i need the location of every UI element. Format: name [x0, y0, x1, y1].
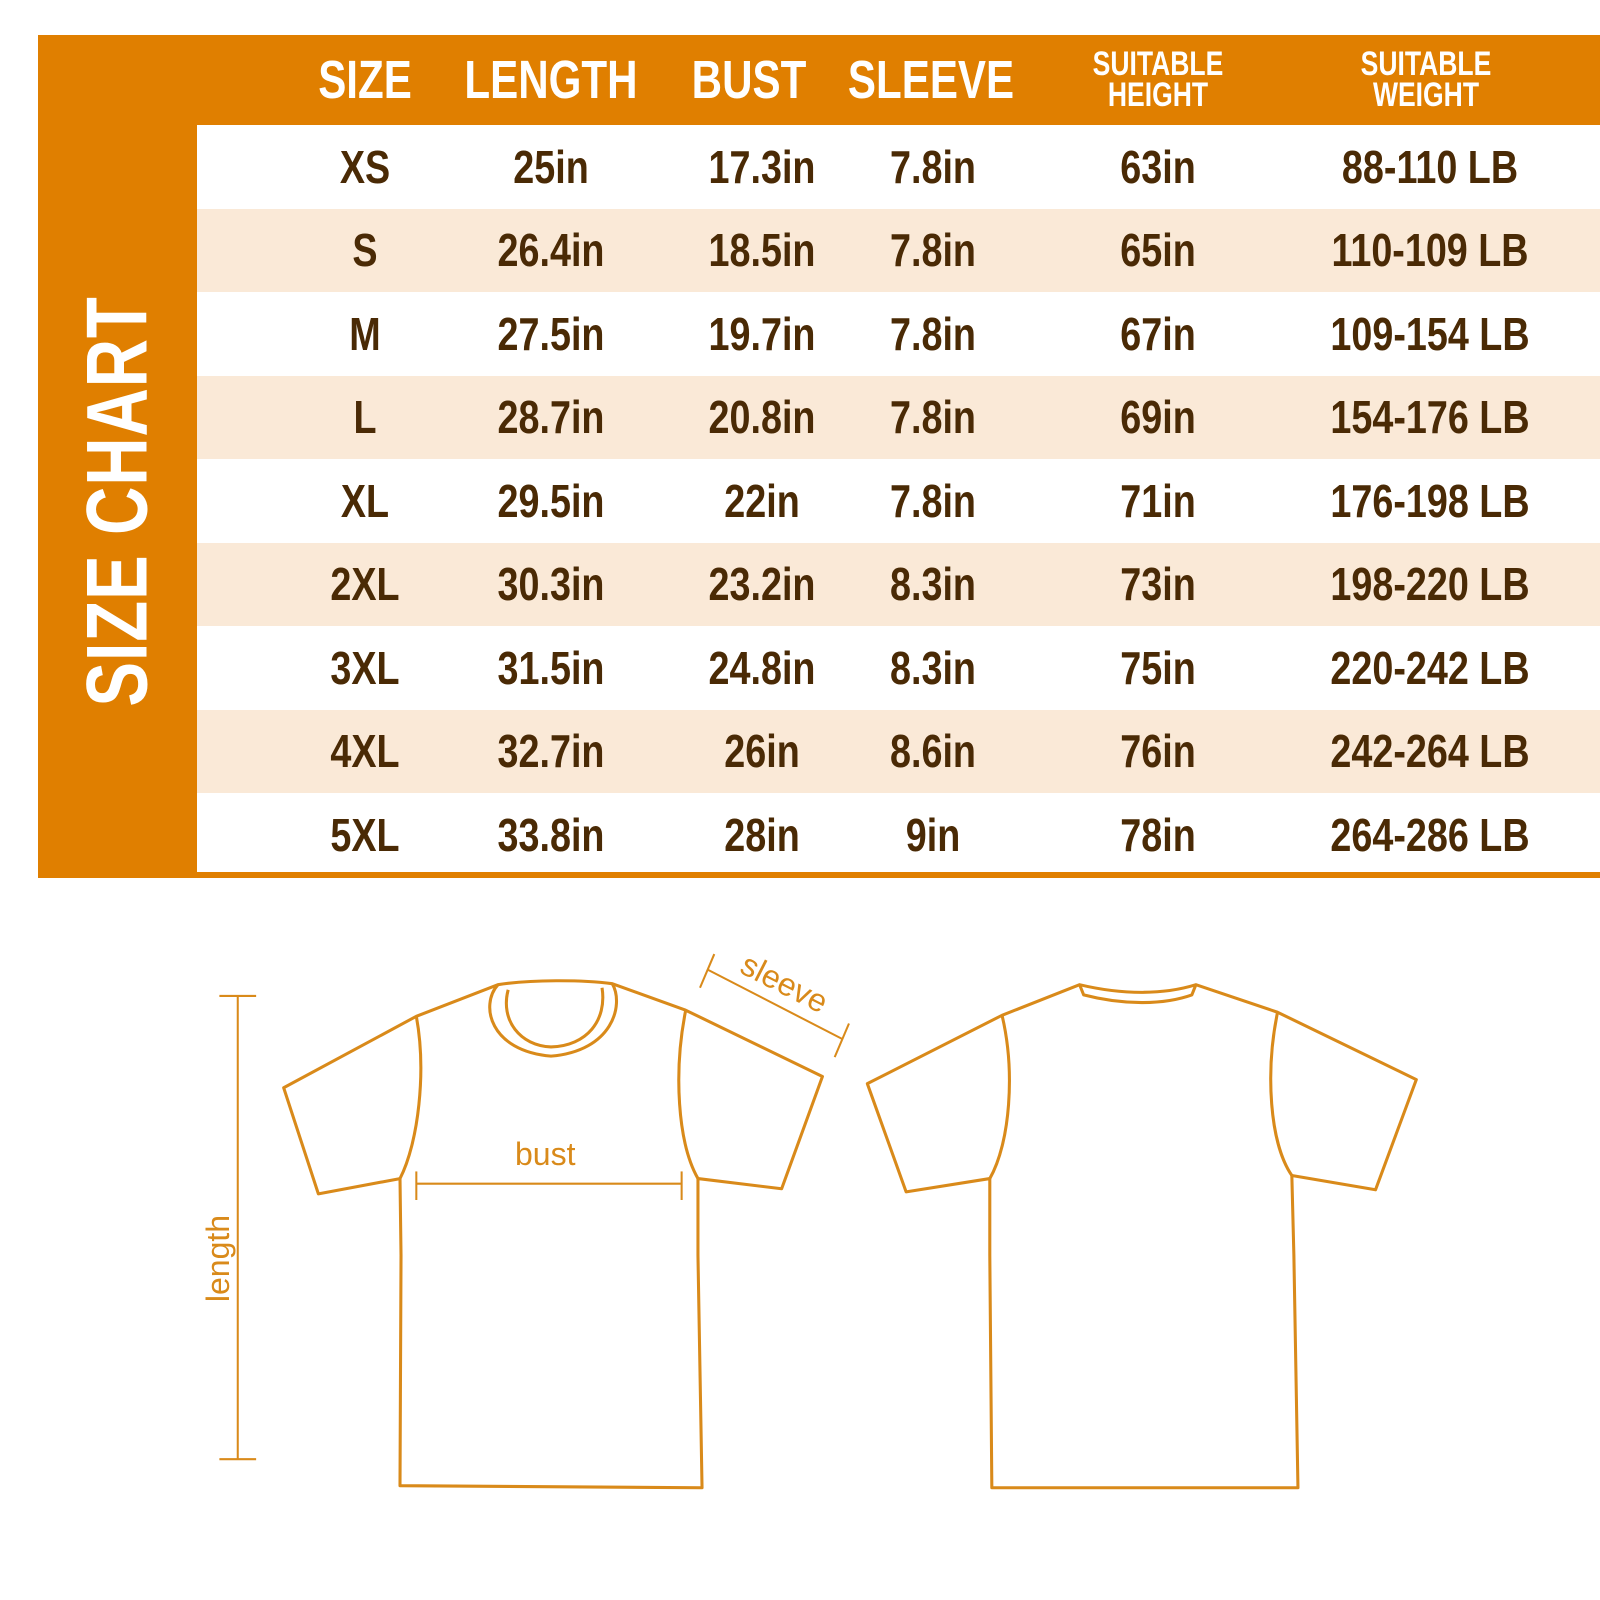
- cell-sleeve: 7.8in: [890, 140, 976, 193]
- bust-label: bust: [515, 1136, 576, 1172]
- cell-length: 28.7in: [497, 391, 605, 444]
- cell-size: S: [352, 224, 378, 277]
- cell-height: 76in: [1120, 725, 1196, 778]
- cell-bust: 20.8in: [708, 391, 816, 444]
- col-sleeve: SLEEVE: [847, 50, 1015, 110]
- cell-length: 25in: [513, 140, 589, 193]
- cell-length: 33.8in: [497, 808, 605, 861]
- cell-size: M: [349, 307, 381, 360]
- table-row: L 28.7in 20.8in 7.8in 69in 154-176 LB: [197, 375, 1600, 459]
- table-row: M 27.5in 19.7in 7.8in 67in 109-154 LB: [197, 292, 1600, 376]
- cell-weight: 88-110 LB: [1341, 140, 1519, 193]
- cell-weight: 264-286 LB: [1330, 808, 1530, 861]
- cell-weight: 198-220 LB: [1330, 558, 1530, 611]
- cell-sleeve: 7.8in: [890, 224, 976, 277]
- cell-height: 75in: [1120, 641, 1196, 694]
- cell-weight: 176-198 LB: [1330, 474, 1530, 527]
- table-row: 4XL 32.7in 26in 8.6in 76in 242-264 LB: [197, 709, 1600, 793]
- cell-weight: 220-242 LB: [1330, 641, 1530, 694]
- cell-sleeve: 7.8in: [890, 474, 976, 527]
- table-bottom-border: [197, 872, 1600, 878]
- cell-length: 29.5in: [497, 474, 605, 527]
- col-suitable-weight: SUITABLE WEIGHT: [1360, 45, 1492, 114]
- cell-sleeve: 8.3in: [890, 558, 976, 611]
- cell-size: L: [353, 391, 377, 444]
- table-row: 2XL 30.3in 23.2in 8.3in 73in 198-220 LB: [197, 542, 1600, 626]
- cell-size: 2XL: [330, 558, 400, 611]
- cell-height: 63in: [1120, 140, 1196, 193]
- cell-height: 67in: [1120, 307, 1196, 360]
- cell-sleeve: 7.8in: [890, 391, 976, 444]
- table-header: SIZE LENGTH BUST SLEEVE SUITABLE HEIGHT …: [197, 35, 1600, 125]
- cell-length: 32.7in: [497, 725, 605, 778]
- cell-height: 78in: [1120, 808, 1196, 861]
- cell-sleeve: 8.6in: [890, 725, 976, 778]
- col-bust: BUST: [691, 50, 807, 110]
- measure-lines: [219, 953, 850, 1461]
- length-label: length: [200, 1214, 237, 1303]
- cell-height: 71in: [1120, 474, 1196, 527]
- cell-size: 5XL: [330, 808, 400, 861]
- cell-size: XS: [339, 140, 391, 193]
- cell-size: 3XL: [330, 641, 400, 694]
- cell-weight: 242-264 LB: [1330, 725, 1530, 778]
- cell-length: 26.4in: [497, 224, 605, 277]
- table-body: XS 25in 17.3in 7.8in 63in 88-110 LB S 26.4in 18.…: [197, 125, 1600, 877]
- table-row: 5XL 33.8in 28in 9in 78in 264-286 LB: [197, 793, 1600, 877]
- tshirt-front-icon: [282, 979, 824, 1490]
- cell-length: 31.5in: [497, 641, 605, 694]
- cell-bust: 26in: [724, 725, 800, 778]
- cell-bust: 19.7in: [708, 307, 816, 360]
- col-size: SIZE: [318, 50, 412, 110]
- cell-bust: 24.8in: [708, 641, 816, 694]
- table-row: S 26.4in 18.5in 7.8in 65in 110-109 LB: [197, 208, 1600, 292]
- cell-bust: 23.2in: [708, 558, 816, 611]
- table-row: XS 25in 17.3in 7.8in 63in 88-110 LB: [197, 125, 1600, 209]
- cell-bust: 28in: [724, 808, 800, 861]
- cell-sleeve: 9in: [905, 808, 961, 861]
- cell-height: 65in: [1120, 224, 1196, 277]
- cell-length: 30.3in: [497, 558, 605, 611]
- tshirt-back-icon: [865, 983, 1418, 1490]
- cell-bust: 17.3in: [708, 140, 816, 193]
- cell-sleeve: 8.3in: [890, 641, 976, 694]
- cell-weight: 110-109 LB: [1331, 224, 1529, 277]
- table-row: XL 29.5in 22in 7.8in 71in 176-198 LB: [197, 459, 1600, 543]
- cell-height: 69in: [1120, 391, 1196, 444]
- cell-bust: 18.5in: [708, 224, 816, 277]
- col-suitable-height: SUITABLE HEIGHT: [1092, 45, 1224, 114]
- table-row: 3XL 31.5in 24.8in 8.3in 75in 220-242 LB: [197, 626, 1600, 710]
- cell-length: 27.5in: [497, 307, 605, 360]
- cell-size: XL: [340, 474, 390, 527]
- cell-height: 73in: [1120, 558, 1196, 611]
- cell-sleeve: 7.8in: [890, 307, 976, 360]
- col-length: LENGTH: [464, 50, 638, 110]
- cell-weight: 154-176 LB: [1330, 391, 1530, 444]
- cell-size: 4XL: [330, 725, 400, 778]
- cell-bust: 22in: [724, 474, 800, 527]
- cell-weight: 109-154 LB: [1330, 307, 1530, 360]
